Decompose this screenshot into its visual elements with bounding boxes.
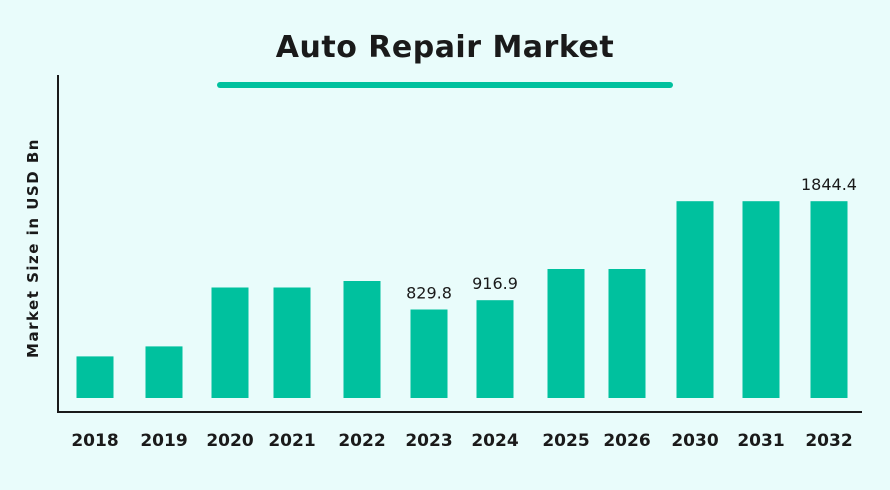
x-tick-labels-group: 2018 2019 2020 2021 2022 2023 2024 2025 2026 2030… (71, 431, 852, 451)
bar-2021 (273, 287, 311, 398)
x-tick-2020: 2020 (206, 431, 253, 451)
x-tick-2031: 2031 (737, 431, 784, 451)
bars-group (76, 201, 848, 398)
data-label-2032: 1844.4 (801, 175, 857, 194)
x-tick-2023: 2023 (405, 431, 452, 451)
x-tick-2018: 2018 (71, 431, 118, 451)
x-tick-2022: 2022 (338, 431, 385, 451)
title-underline (217, 82, 673, 88)
x-tick-2030: 2030 (671, 431, 718, 451)
bar-2023 (410, 309, 448, 398)
data-labels-group: 829.8 916.9 1844.4 (406, 175, 857, 302)
bar-2020 (211, 287, 249, 398)
chart-title: Auto Repair Market (275, 30, 615, 65)
bar-2026 (608, 269, 646, 398)
x-tick-2032: 2032 (805, 431, 852, 451)
bar-2030 (676, 201, 714, 398)
x-tick-2019: 2019 (140, 431, 187, 451)
bar-2025 (547, 269, 585, 398)
data-label-2024: 916.9 (472, 274, 518, 293)
y-axis-label: Market Size in USD Bn (24, 138, 42, 358)
bar-2018 (76, 356, 114, 398)
x-tick-2026: 2026 (603, 431, 650, 451)
x-tick-2021: 2021 (268, 431, 315, 451)
bar-2024 (476, 300, 514, 398)
bar-2031 (742, 201, 780, 398)
x-tick-2025: 2025 (542, 431, 589, 451)
data-label-2023: 829.8 (406, 284, 452, 303)
bar-2022 (343, 281, 381, 398)
bar-2032 (810, 201, 848, 398)
bar-2019 (145, 346, 183, 398)
x-tick-2024: 2024 (471, 431, 518, 451)
